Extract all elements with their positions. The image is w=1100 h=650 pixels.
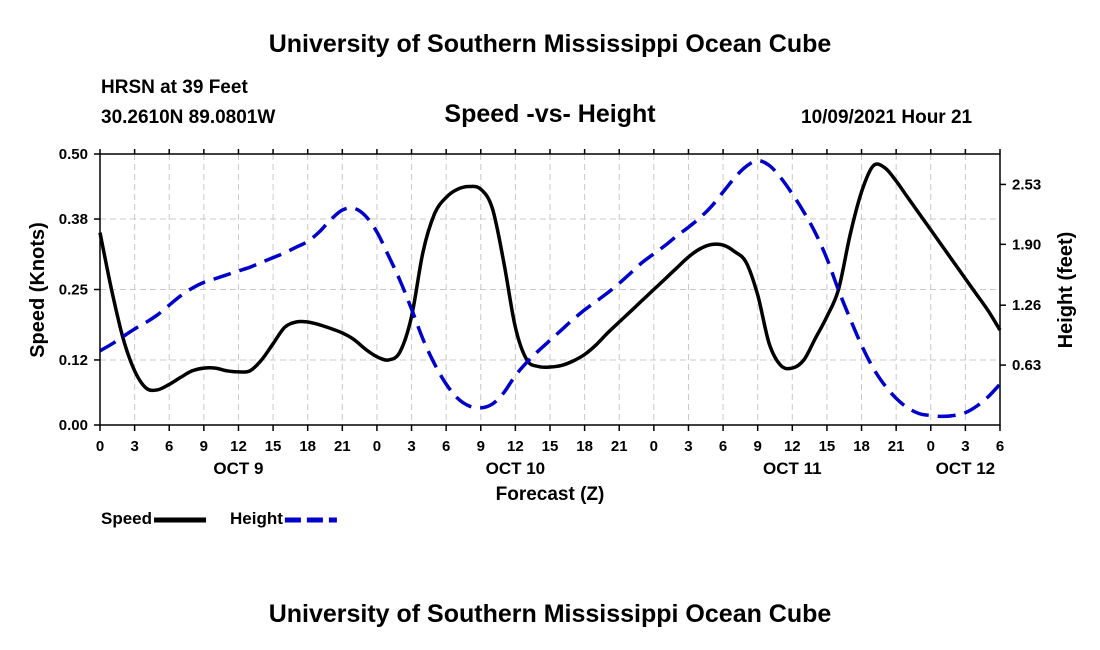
y-tick-label: 0.12 [59,352,88,369]
legend: Speed Height [101,509,337,528]
legend-label-speed: Speed [101,509,152,528]
x-tick-label: 6 [719,438,727,455]
x-tick-label: 9 [200,438,208,455]
x-tick-label: 6 [996,438,1004,455]
day-label: OCT 11 [763,459,822,478]
footer-title: University of Southern Mississippi Ocean… [268,600,832,628]
forecast-datetime: 10/09/2021 Hour 21 [801,107,973,128]
x-tick-label: 12 [507,438,524,455]
day-label: OCT 10 [486,459,546,478]
x-tick-label: 0 [373,438,381,455]
y-tick-label: 0.00 [59,417,88,434]
x-tick-label: 21 [334,438,351,455]
y-tick-label: 0.50 [59,146,88,163]
series-height-line [99,158,1002,419]
x-tick-label: 3 [130,438,138,455]
x-tick-label: 21 [611,438,628,455]
page-title: University of Southern Mississippi Ocean… [268,30,832,58]
x-tick-label: 0 [96,438,104,455]
y-tick-label: 0.25 [59,282,88,299]
day-label: OCT 12 [936,459,996,478]
y2-tick-label: 2.53 [1012,176,1041,193]
y-axis-label: Speed (Knots) [27,222,49,358]
chart-subtitle: Speed -vs- Height [444,100,656,128]
x-tick-label: 0 [650,438,658,455]
station-label: HRSN at 39 Feet [101,77,248,98]
coordinates-label: 30.2610N 89.0801W [101,107,276,128]
series-lines [98,158,1002,419]
x-tick-label: 18 [299,438,316,455]
legend-label-height: Height [230,509,283,528]
x-tick-label: 3 [961,438,969,455]
axes: 0 3 6 9 12 15 18 21 0 3 6 9 12 15 18 21 0 3 6 9 12 15 18 21 0 3 6O… [59,146,1041,478]
x-tick-label: 15 [265,438,282,455]
x-tick-label: 3 [407,438,415,455]
x-tick-label: 6 [165,438,173,455]
y2-tick-label: 0.63 [1012,357,1041,374]
x-axis-label: Forecast (Z) [496,484,605,505]
x-tick-label: 15 [542,438,559,455]
x-tick-label: 6 [442,438,450,455]
day-label: OCT 9 [213,459,263,478]
x-tick-label: 9 [477,438,485,455]
x-tick-label: 18 [853,438,870,455]
x-tick-label: 0 [927,438,935,455]
x-tick-label: 12 [784,438,801,455]
y2-tick-label: 1.90 [1012,236,1041,253]
x-tick-label: 18 [576,438,593,455]
series-speed-line [98,162,1002,393]
x-tick-label: 21 [888,438,905,455]
y2-tick-label: 1.26 [1012,297,1041,314]
x-tick-label: 15 [819,438,836,455]
x-tick-label: 3 [684,438,692,455]
y2-axis-label: Height (feet) [1055,232,1077,349]
x-tick-label: 9 [754,438,762,455]
x-tick-label: 12 [230,438,247,455]
y-tick-label: 0.38 [59,211,88,228]
grid-lines [99,154,1001,425]
